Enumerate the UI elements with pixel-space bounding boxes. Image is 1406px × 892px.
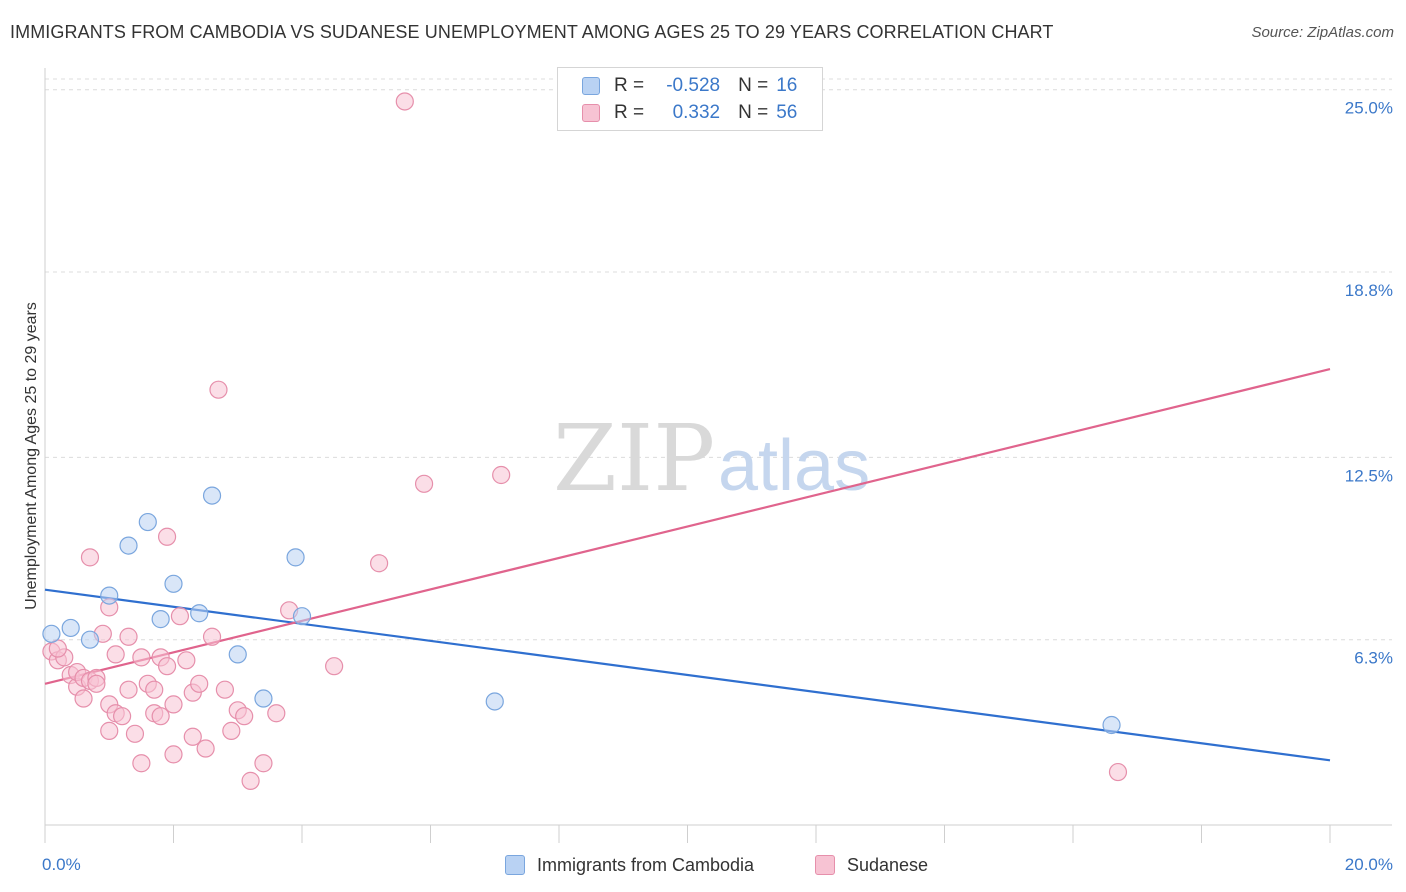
cambodia-n-value: 16 xyxy=(776,75,798,96)
sudanese-point xyxy=(190,674,209,693)
watermark: ZIP atlas xyxy=(553,405,870,512)
n-label: N = xyxy=(738,102,769,123)
sudanese-point xyxy=(119,627,138,646)
cambodia-r-value: -0.528 xyxy=(666,75,721,96)
sudanese-point xyxy=(119,680,138,699)
chart-title: IMMIGRANTS FROM CAMBODIA VS SUDANESE UNE… xyxy=(10,22,1054,42)
sudanese-point xyxy=(1108,762,1128,782)
watermark-zip: ZIP xyxy=(553,405,715,512)
sudanese-point xyxy=(157,527,177,546)
grid-lines xyxy=(45,78,1392,641)
legend-row-cambodia: R = -0.528 N = 16 xyxy=(582,73,797,99)
sudanese-legend-swatch xyxy=(815,855,835,875)
cambodia-point xyxy=(164,574,183,593)
sudanese-point xyxy=(395,92,414,111)
sudanese-point xyxy=(106,645,125,664)
y-tick-label: 12.5% xyxy=(1345,466,1393,485)
sudanese-point xyxy=(151,707,170,726)
sudanese-point xyxy=(414,474,434,493)
sudanese-point xyxy=(492,465,511,485)
sudanese-point xyxy=(112,707,132,726)
sudanese-point xyxy=(100,721,119,740)
bottom-legend-sudanese: Sudanese xyxy=(815,852,928,878)
sudanese-point xyxy=(87,674,106,693)
r-label: R = xyxy=(614,75,645,96)
axes xyxy=(44,68,1392,843)
sudanese-point xyxy=(170,607,190,626)
cambodia-point xyxy=(254,689,273,708)
sudanese-point xyxy=(177,651,196,670)
y-tick-label: 18.8% xyxy=(1345,281,1393,300)
cambodia-point xyxy=(151,610,170,629)
r-label: R = xyxy=(614,102,645,123)
n-label: N = xyxy=(738,75,769,96)
cambodia-legend-label: Immigrants from Cambodia xyxy=(537,854,755,875)
sudanese-point xyxy=(209,380,228,399)
sudanese-point xyxy=(80,548,100,567)
cambodia-point xyxy=(42,624,61,643)
sudanese-trend-line xyxy=(44,368,1331,685)
sudanese-point xyxy=(157,657,177,676)
sudanese-point xyxy=(222,721,241,740)
sudanese-point xyxy=(325,657,344,676)
sudanese-point xyxy=(241,771,260,790)
y-tick-label: 6.3% xyxy=(1354,649,1393,668)
sudanese-point xyxy=(267,704,286,723)
sudanese-point xyxy=(235,707,254,726)
sudanese-r-value: 0.332 xyxy=(672,102,721,123)
cambodia-point xyxy=(228,645,247,664)
sudanese-point xyxy=(196,739,215,758)
sudanese-swatch xyxy=(582,104,600,122)
y-tick-label: 25.0% xyxy=(1345,99,1393,118)
cambodia-point xyxy=(292,607,312,626)
cambodia-point xyxy=(119,536,138,555)
sudanese-point xyxy=(202,627,222,646)
cambodia-swatch xyxy=(582,77,600,95)
watermark-atlas: atlas xyxy=(718,426,870,506)
cambodia-point xyxy=(80,630,100,649)
sudanese-point xyxy=(132,754,151,773)
cambodia-point xyxy=(1102,715,1121,735)
cambodia-point xyxy=(100,586,119,605)
data-points xyxy=(42,92,1128,790)
cambodia-point xyxy=(202,486,222,505)
cambodia-point xyxy=(485,692,504,711)
sudanese-point xyxy=(254,754,273,773)
sudanese-point xyxy=(164,745,183,764)
cambodia-legend-swatch xyxy=(505,855,525,875)
sudanese-point xyxy=(183,727,202,746)
y-axis-label: Unemployment Among Ages 25 to 29 years xyxy=(23,302,40,610)
x-tick-label: 0.0% xyxy=(42,855,81,874)
sudanese-point xyxy=(145,680,164,699)
sudanese-point xyxy=(215,680,234,699)
x-tick-labels: 0.0% 20.0% xyxy=(42,855,1393,874)
cambodia-point xyxy=(286,548,305,567)
cambodia-point xyxy=(138,512,157,532)
sudanese-n-value: 56 xyxy=(776,102,798,123)
legend-row-sudanese: R = 0.332 N = 56 xyxy=(582,100,797,126)
sudanese-point xyxy=(164,695,183,714)
bottom-legend-cambodia: Immigrants from Cambodia xyxy=(505,852,754,878)
sudanese-point xyxy=(74,689,93,708)
sudanese-point xyxy=(125,724,145,743)
source-label: Source: ZipAtlas.com xyxy=(1251,24,1394,41)
x-tick-label: 20.0% xyxy=(1345,855,1393,874)
sudanese-point xyxy=(132,648,151,667)
correlation-legend: R = -0.528 N = 16 R = 0.332 N = 56 xyxy=(557,67,823,131)
y-tick-labels: 6.3% 12.5% 18.8% 25.0% xyxy=(1345,99,1393,668)
cambodia-point xyxy=(61,618,80,638)
sudanese-legend-label: Sudanese xyxy=(847,854,929,875)
cambodia-point xyxy=(190,604,209,623)
sudanese-point xyxy=(370,554,389,573)
